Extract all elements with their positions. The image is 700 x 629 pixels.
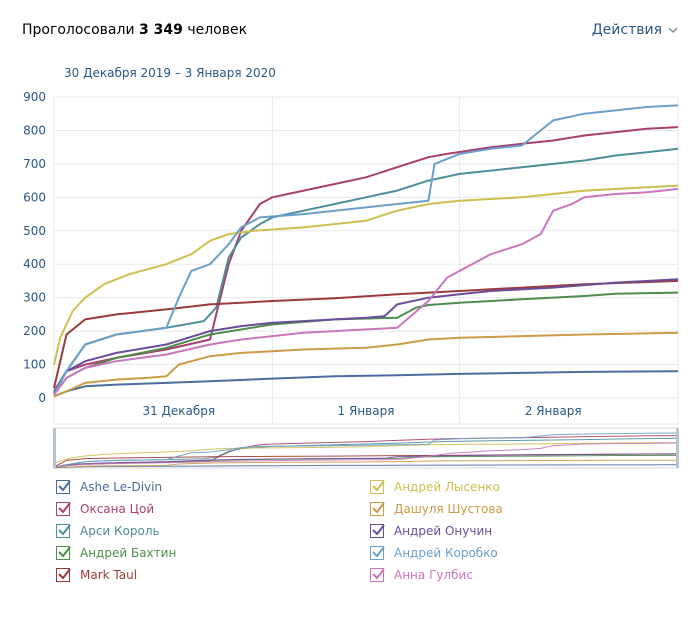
- legend-item[interactable]: Дашуля Шустова: [370, 502, 503, 516]
- legend-item[interactable]: Андрей Бахтин: [56, 546, 176, 560]
- actions-dropdown[interactable]: Действия: [592, 22, 678, 38]
- vote-count: 3 349: [139, 22, 183, 38]
- navigator-line-8: [53, 453, 679, 468]
- legend-item[interactable]: Mark Taul: [56, 568, 137, 582]
- y-tick-label: 400: [23, 257, 46, 271]
- navigator-line-10: [53, 442, 679, 469]
- date-range: 30 Декабря 2019 – 3 Января 2020: [64, 66, 276, 80]
- actions-label: Действия: [591, 22, 662, 38]
- series-line-10: [53, 188, 679, 396]
- legend-label: Ashe Le-Divin: [80, 480, 163, 494]
- legend-label: Дашуля Шустова: [394, 502, 503, 516]
- navigator-handle-right: [676, 428, 679, 468]
- legend-item[interactable]: Оксана Цой: [56, 502, 154, 516]
- checkbox-icon[interactable]: [370, 546, 385, 560]
- checkbox-icon[interactable]: [370, 524, 385, 538]
- checkbox-icon[interactable]: [370, 480, 385, 494]
- legend-label: Арси Король: [80, 524, 160, 538]
- legend-label: Андрей Бахтин: [80, 546, 177, 560]
- title-suffix: человек: [187, 22, 248, 38]
- legend-item[interactable]: Арси Король: [56, 524, 160, 538]
- legend-label: Андрей Лысенко: [394, 480, 500, 494]
- navigator-line-6: [53, 442, 679, 465]
- legend-item[interactable]: Андрей Онучин: [370, 524, 492, 538]
- series-line-9: [53, 104, 679, 396]
- legend-label: Анна Гулбис: [394, 568, 473, 582]
- y-tick-label: 800: [23, 123, 46, 137]
- series-line-8: [53, 278, 679, 394]
- navigator-line-7: [53, 459, 679, 469]
- y-tick-label: 900: [23, 90, 46, 104]
- x-tick-label: 1 Января: [338, 404, 395, 418]
- title-prefix: Проголосовали: [22, 22, 135, 38]
- legend-item[interactable]: Анна Гулбис: [370, 568, 473, 582]
- y-tick-label: 700: [23, 157, 46, 171]
- series-line-1: [53, 370, 679, 398]
- y-tick-label: 300: [23, 291, 46, 305]
- checkbox-icon[interactable]: [56, 524, 71, 538]
- checkbox-icon[interactable]: [56, 480, 71, 494]
- series-line-7: [53, 331, 679, 398]
- y-tick-label: 200: [23, 324, 46, 338]
- navigator-handle-left: [53, 428, 56, 468]
- legend-item[interactable]: Андрей Коробко: [370, 546, 498, 560]
- legend-label: Mark Taul: [80, 568, 138, 582]
- x-tick-label: 31 Декабря: [142, 404, 215, 418]
- checkbox-icon[interactable]: [56, 568, 71, 582]
- checkbox-icon[interactable]: [370, 502, 385, 516]
- y-tick-label: 100: [23, 358, 46, 372]
- checkbox-icon[interactable]: [56, 546, 71, 560]
- legend-item[interactable]: Ashe Le-Divin: [56, 480, 162, 494]
- series-line-5: [53, 279, 679, 389]
- checkbox-icon[interactable]: [370, 568, 385, 582]
- navigator-line-9: [53, 432, 679, 469]
- line-chart: 0 100 200 300 400 500 600 700 800 900 31 Декабря 1 …: [23, 90, 679, 469]
- chevron-down-icon: [668, 27, 678, 33]
- legend-label: Андрей Коробко: [394, 546, 498, 560]
- series-line-2: [53, 126, 679, 392]
- legend-label: Оксана Цой: [80, 502, 155, 516]
- legend-item[interactable]: Андрей Лысенко: [370, 480, 500, 494]
- y-tick-label: 500: [23, 224, 46, 238]
- y-tick-label: 0: [38, 391, 46, 405]
- checkbox-icon[interactable]: [56, 502, 71, 516]
- y-tick-label: 600: [23, 190, 46, 204]
- page-title: Проголосовали 3 349 человек: [22, 22, 247, 38]
- legend-label: Андрей Онучин: [394, 524, 493, 538]
- series-line-6: [53, 184, 679, 365]
- x-tick-label: 2 Января: [525, 404, 582, 418]
